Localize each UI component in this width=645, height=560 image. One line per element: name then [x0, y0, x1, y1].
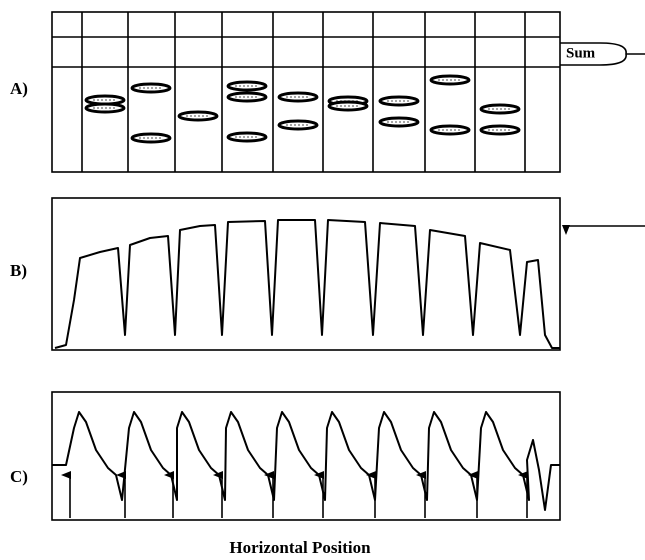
panel-label: B) — [10, 261, 27, 280]
panel-a — [51, 11, 561, 173]
panel-label: C) — [10, 467, 28, 486]
waveform — [52, 411, 560, 511]
panel-frame — [51, 11, 561, 173]
waveform — [54, 219, 560, 349]
panel-c — [52, 411, 560, 518]
panel-frame — [51, 197, 561, 351]
panel-label: A) — [10, 79, 28, 98]
axis-label: Horizontal Position — [229, 538, 371, 557]
sum-label: Sum — [566, 45, 596, 61]
panel-frame — [51, 391, 561, 521]
